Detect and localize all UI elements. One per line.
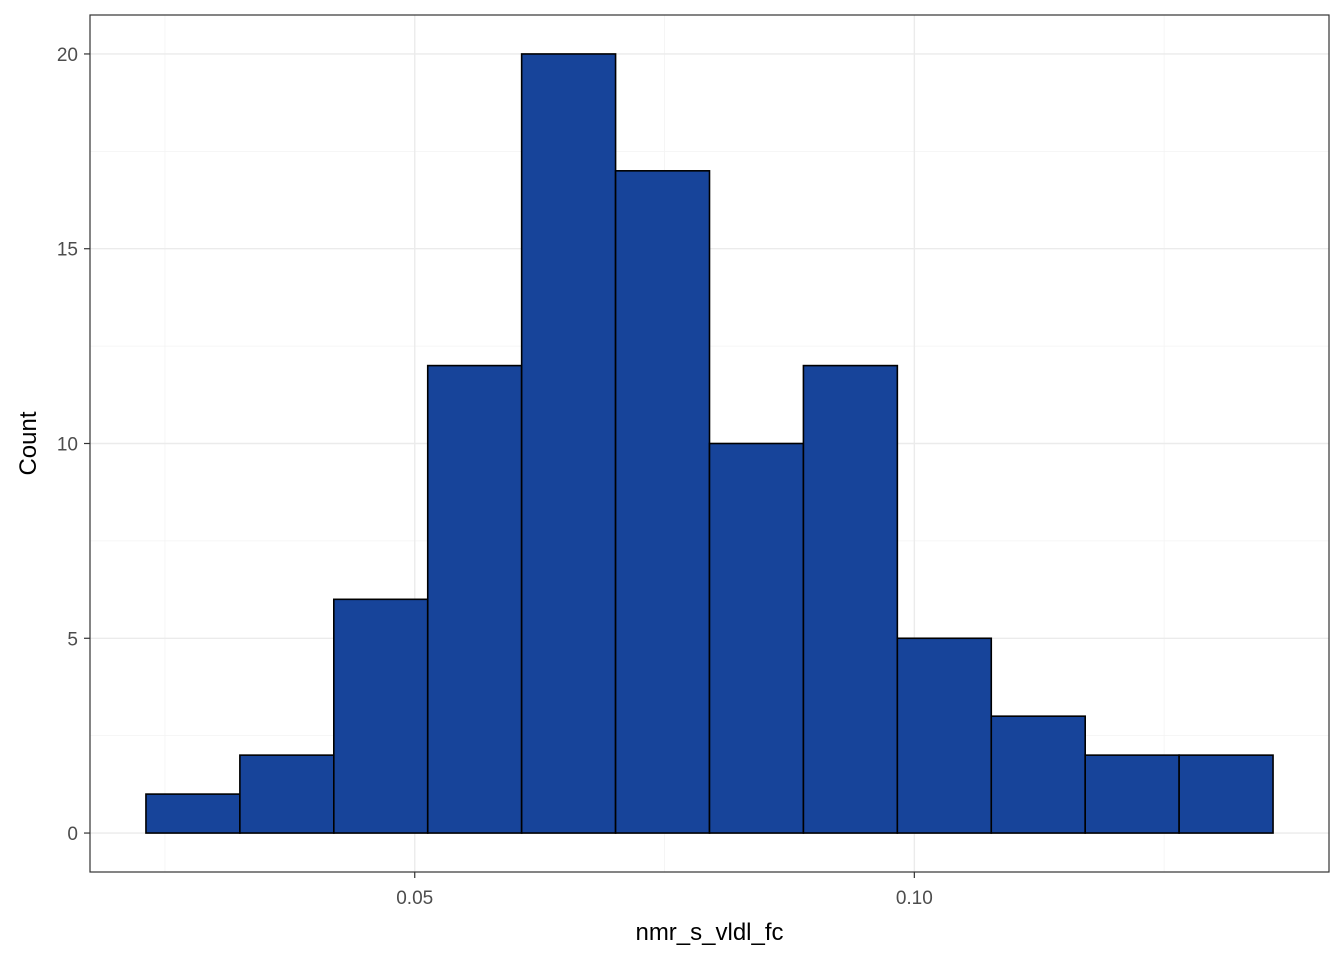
y-tick-label: 5 xyxy=(67,629,78,650)
y-tick-label: 15 xyxy=(57,240,78,261)
histogram-bar xyxy=(239,754,335,834)
histogram-bar xyxy=(1084,754,1180,834)
histogram-bar xyxy=(145,793,241,834)
y-tick-label: 20 xyxy=(57,45,78,66)
y-axis-title: Count xyxy=(15,411,42,475)
y-tick-label: 10 xyxy=(57,435,78,456)
histogram-bar xyxy=(1178,754,1274,834)
axis-ticks: 0.05 0.10 0 5 10 15 20 xyxy=(57,45,933,909)
histogram-bar xyxy=(896,637,993,834)
histogram-bar xyxy=(333,598,429,834)
histogram-bar xyxy=(990,715,1086,834)
histogram-bar xyxy=(708,442,805,834)
x-tick-label: 0.10 xyxy=(896,888,933,909)
histogram-bar xyxy=(802,364,899,834)
x-tick-label: 0.05 xyxy=(396,888,433,909)
x-axis-title: nmr_s_vldl_fc xyxy=(635,919,783,946)
histogram-bar xyxy=(426,364,523,834)
y-tick-label: 0 xyxy=(67,824,78,845)
histogram-bar xyxy=(614,170,711,834)
histogram-bars xyxy=(145,53,1274,834)
histogram-bar xyxy=(520,53,617,834)
